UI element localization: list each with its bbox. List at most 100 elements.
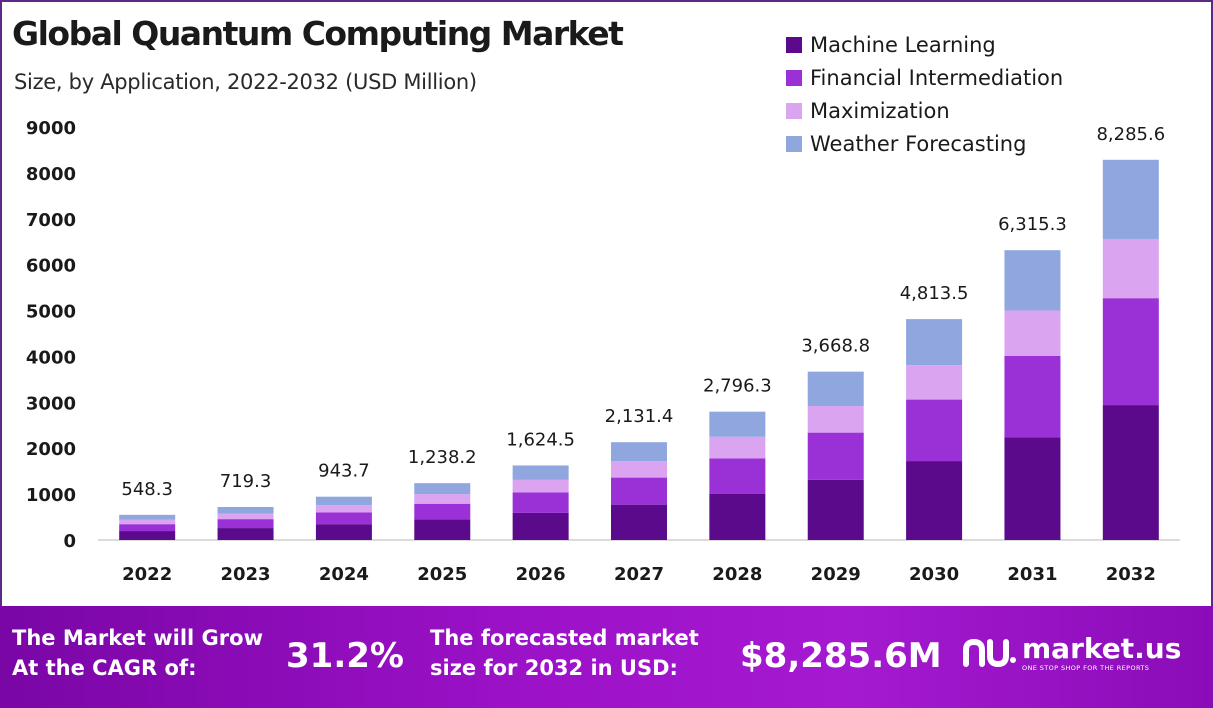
bar-segment-financial-intermediation — [119, 524, 176, 532]
bar-total-label: 719.3 — [220, 471, 272, 492]
bar-segment-maximization — [315, 505, 372, 513]
bar-segment-financial-intermediation — [611, 477, 667, 505]
bar-segment-machine-learning — [1102, 405, 1159, 540]
bar-segment-weather-forecasting — [315, 496, 372, 506]
bar-segment-financial-intermediation — [414, 503, 471, 520]
bar-segment-financial-intermediation — [315, 512, 372, 525]
chart-legend: Machine Learning Financial Intermediatio… — [786, 28, 1063, 160]
bar-total-label: 1,624.5 — [506, 429, 575, 450]
bar-segment-weather-forecasting — [709, 411, 766, 437]
x-tick-label: 2026 — [516, 564, 566, 585]
cagr-label-line1: The Market will Grow — [12, 626, 263, 650]
forecast-value: $8,285.6M — [740, 636, 942, 676]
x-tick-label: 2022 — [122, 564, 172, 585]
bar-segment-weather-forecasting — [217, 506, 274, 514]
legend-item-weather-forecasting: Weather Forecasting — [786, 127, 1063, 160]
bar-segment-machine-learning — [906, 461, 963, 540]
legend-item-financial-intermediation: Financial Intermediation — [786, 61, 1063, 94]
chart-title: Global Quantum Computing Market — [12, 14, 624, 53]
bar-total-label: 6,315.3 — [998, 214, 1067, 235]
x-tick-label: 2032 — [1106, 564, 1156, 585]
x-tick-label: 2028 — [712, 564, 762, 585]
chart-subtitle: Size, by Application, 2022-2032 (USD Mil… — [14, 70, 477, 94]
bar-segment-maximization — [414, 494, 471, 504]
legend-swatch-machine-learning — [786, 36, 802, 53]
y-tick-label: 2000 — [26, 439, 76, 460]
cagr-label: The Market will Grow At the CAGR of: — [12, 623, 263, 683]
bar-segment-machine-learning — [709, 493, 766, 540]
y-tick-label: 5000 — [26, 302, 76, 323]
x-tick-label: 2025 — [417, 564, 467, 585]
bar-segment-maximization — [1004, 310, 1061, 356]
bar-segment-weather-forecasting — [807, 371, 864, 407]
bar-total-label: 2,131.4 — [605, 406, 674, 427]
bar-total-label: 3,668.8 — [801, 336, 870, 357]
bar-total-label: 8,285.6 — [1096, 124, 1165, 145]
stacked-bar-chart: 0 1000 2000 3000 4000 5000 6000 7000 8000 9000 548… — [26, 118, 1180, 585]
summary-banner: The Market will Grow At the CAGR of: 31.… — [0, 606, 1213, 708]
legend-swatch-financial-intermediation — [786, 69, 802, 86]
bar-segment-weather-forecasting — [611, 442, 667, 462]
cagr-value: 31.2% — [286, 636, 404, 676]
bar-segment-weather-forecasting — [414, 483, 471, 495]
bar-total-label: 4,813.5 — [900, 283, 969, 304]
legend-label-financial-intermediation: Financial Intermediation — [810, 65, 1064, 90]
y-tick-label: 9000 — [26, 118, 76, 139]
brand-tagline: ONE STOP SHOP FOR THE REPORTS — [1022, 664, 1150, 672]
bar-segment-financial-intermediation — [906, 399, 963, 462]
y-tick-label: 0 — [63, 531, 76, 552]
bar-total-label: 2,796.3 — [703, 376, 772, 397]
bar-segment-machine-learning — [611, 504, 667, 540]
bar-segment-machine-learning — [119, 531, 176, 540]
x-tick-label: 2031 — [1007, 564, 1057, 585]
bar-total-label: 943.7 — [318, 461, 370, 482]
bar-segment-weather-forecasting — [1102, 159, 1159, 239]
bar-segment-financial-intermediation — [1004, 355, 1061, 438]
legend-label-weather-forecasting: Weather Forecasting — [810, 131, 1027, 156]
legend-item-maximization: Maximization — [786, 94, 1063, 127]
bar-total-label: 548.3 — [121, 479, 173, 500]
bar-segment-machine-learning — [217, 528, 274, 540]
x-tick-label: 2023 — [220, 564, 270, 585]
y-tick-label: 8000 — [26, 164, 76, 185]
legend-swatch-maximization — [786, 102, 802, 119]
bar-segment-maximization — [807, 406, 864, 433]
bar-segment-weather-forecasting — [119, 514, 176, 520]
y-tick-label: 3000 — [26, 393, 76, 414]
bar-segment-financial-intermediation — [512, 492, 569, 513]
cagr-label-line2: At the CAGR of: — [12, 656, 197, 680]
legend-label-machine-learning: Machine Learning — [810, 32, 996, 57]
x-tick-label: 2024 — [319, 564, 369, 585]
legend-swatch-weather-forecasting — [786, 135, 802, 152]
x-tick-label: 2027 — [614, 564, 664, 585]
bar-segment-weather-forecasting — [1004, 250, 1061, 311]
bar-total-label: 1,238.2 — [408, 447, 477, 468]
y-tick-label: 6000 — [26, 256, 76, 277]
bar-segment-maximization — [512, 479, 569, 493]
bar-segment-maximization — [611, 461, 667, 478]
brand-name: market.us — [1022, 632, 1182, 665]
bar-segment-machine-learning — [807, 479, 864, 540]
bar-segment-weather-forecasting — [906, 319, 963, 366]
y-tick-label: 7000 — [26, 210, 76, 231]
brand-logo: market.us ONE STOP SHOP FOR THE REPORTS — [962, 634, 1181, 674]
legend-item-machine-learning: Machine Learning — [786, 28, 1063, 61]
bar-segment-maximization — [906, 365, 963, 400]
legend-label-maximization: Maximization — [810, 98, 950, 123]
forecast-label-line1: The forecasted market — [430, 626, 699, 650]
x-tick-label: 2030 — [909, 564, 959, 585]
bar-segment-machine-learning — [512, 512, 569, 540]
bar-segment-maximization — [119, 519, 176, 525]
bar-segment-maximization — [709, 436, 766, 459]
bar-segment-maximization — [1102, 238, 1159, 299]
bar-segment-financial-intermediation — [807, 432, 864, 480]
bar-segment-machine-learning — [1004, 437, 1061, 540]
bar-segment-maximization — [217, 513, 274, 520]
forecast-label-line2: size for 2032 in USD: — [430, 656, 678, 680]
bar-segment-financial-intermediation — [1102, 298, 1159, 406]
x-tick-label: 2029 — [811, 564, 861, 585]
y-tick-label: 4000 — [26, 347, 76, 368]
bar-segment-weather-forecasting — [512, 465, 569, 480]
y-tick-label: 1000 — [26, 485, 76, 506]
